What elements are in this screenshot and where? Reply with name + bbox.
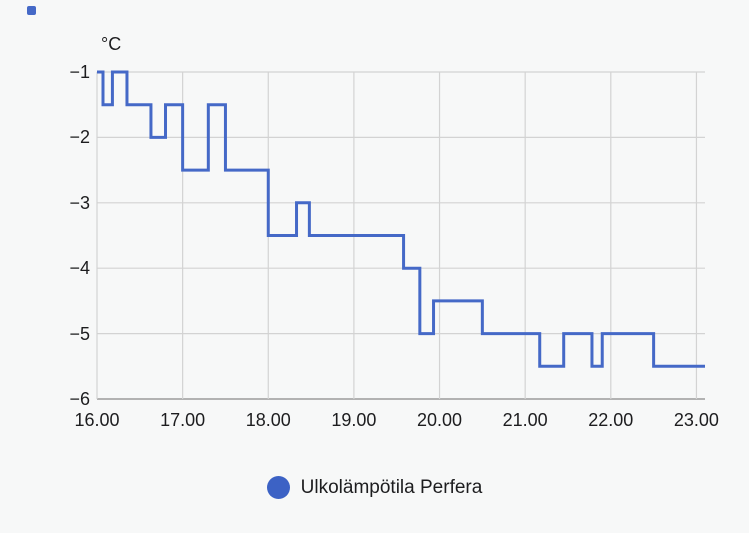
legend-label: Ulkolämpötila Perfera — [300, 476, 483, 498]
y-tick-label: −5 — [69, 323, 90, 344]
x-tick-label: 18.00 — [245, 410, 291, 430]
top-left-blue-dot — [27, 6, 36, 15]
y-tick-label: −6 — [69, 389, 90, 409]
y-tick-label: −3 — [69, 192, 90, 213]
legend-marker-circle — [266, 476, 290, 499]
x-tick-label: 16.00 — [74, 410, 120, 430]
y-tick-label: −4 — [69, 258, 90, 279]
y-axis-unit-label: °C — [101, 34, 122, 54]
x-tick-label: 22.00 — [588, 410, 634, 430]
x-tick-label: 21.00 — [502, 410, 548, 430]
x-tick-label: 20.00 — [417, 410, 463, 430]
x-tick-label: 17.00 — [160, 410, 206, 430]
y-tick-label: −2 — [69, 127, 90, 148]
y-tick-label: −1 — [69, 62, 90, 82]
legend: Ulkolämpötila Perfera — [0, 476, 749, 499]
x-tick-label: 19.00 — [331, 410, 377, 430]
temperature-step-line — [97, 70, 705, 368]
x-tick-label: 23.00 — [673, 410, 719, 430]
